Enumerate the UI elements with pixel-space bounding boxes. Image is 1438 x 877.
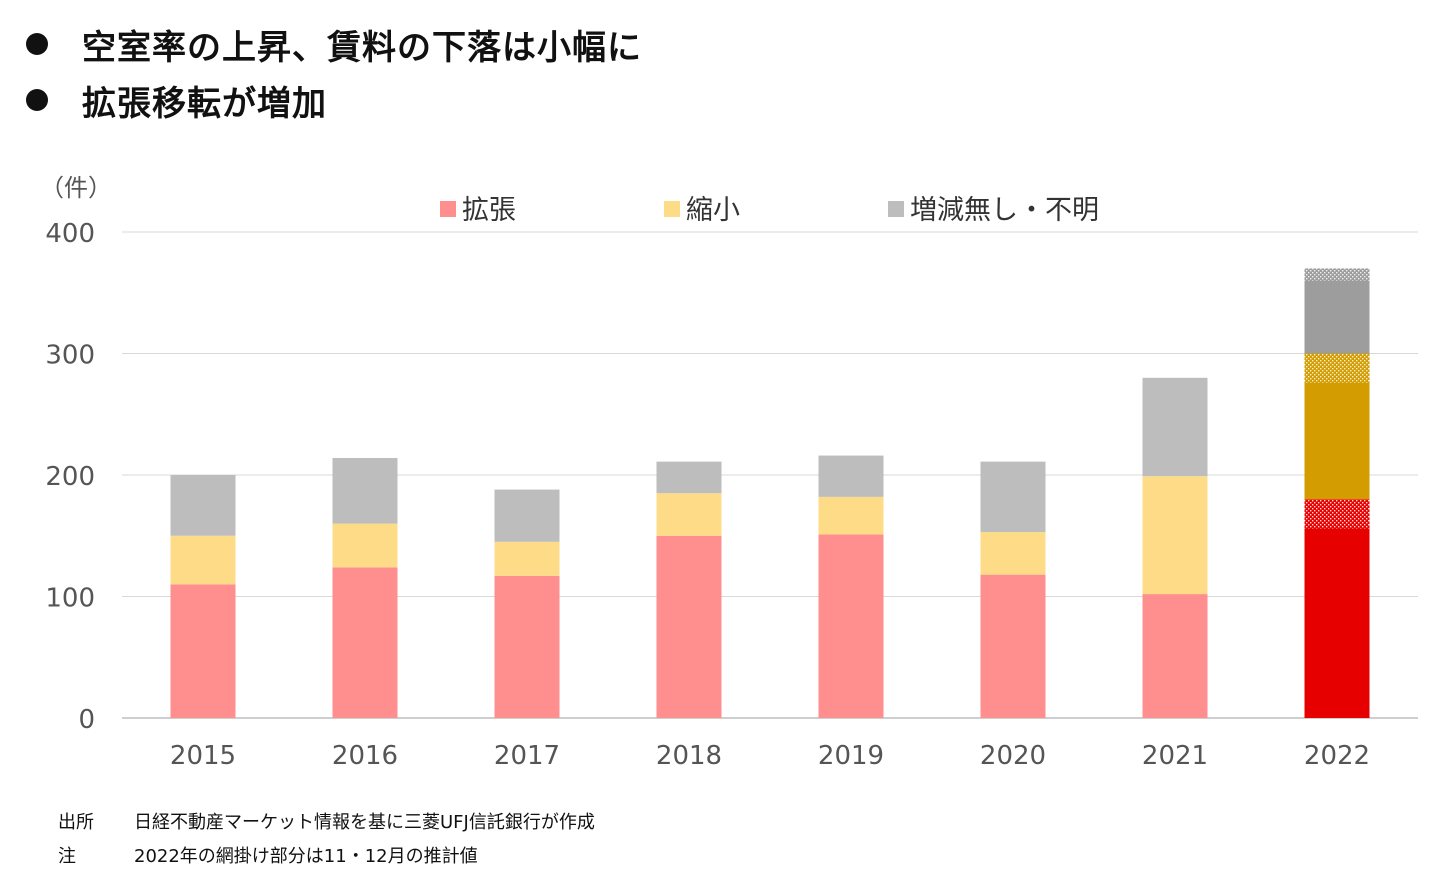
x-tick-label: 2020 [980,741,1046,771]
bar-増減無し・不明-2015 [170,475,236,536]
bar-縮小-2016 [332,523,398,568]
source-label: 出所 [58,812,94,833]
x-axis: 2015 2016 2017 2018 2019 2020 2021 2022 [170,741,1370,771]
legend-label: 縮小 [686,195,740,226]
bar-増減無し・不明-2019 [818,455,884,497]
y-tick-label: 300 [45,341,95,371]
bar-estimate-hatch-拡張 [1304,499,1370,529]
bar-拡張-2017 [494,575,560,718]
bar-縮小-2017 [494,541,560,576]
bar-縮小-2018 [656,493,722,536]
x-tick-label: 2018 [656,741,722,771]
bullet-list: 空室率の上昇、賃料の下落は小幅に 拡張移転が増加 [26,16,642,128]
legend-swatch-縮小 [664,201,680,217]
x-tick-label: 2016 [332,741,398,771]
x-tick-label: 2021 [1142,741,1208,771]
footnotes: 出所 日経不動産マーケット情報を基に三菱UFJ信託銀行が作成 注 2022年の網… [58,804,595,872]
bar-拡張-2018 [656,535,722,718]
bar-縮小-2021 [1142,476,1208,595]
bar-増減無し・不明-2017 [494,489,560,542]
bar-拡張-2015 [170,584,236,718]
bar-増減無し・不明-2018 [656,461,722,494]
bullet-dot-icon [26,33,48,55]
x-tick-label: 2015 [170,741,236,771]
bar-縮小-2015 [170,535,236,585]
legend-label: 増減無し・不明 [910,195,1099,226]
source-text: 日経不動産マーケット情報を基に三菱UFJ信託銀行が作成 [134,812,595,833]
note-text: 2022年の網掛け部分は11・12月の推計値 [134,846,478,867]
bar-増減無し・不明-2016 [332,457,398,524]
note-label: 注 [58,846,76,867]
bars [170,268,1370,718]
x-tick-label: 2019 [818,741,884,771]
legend-swatch-増減無し・不明 [888,201,904,217]
bar-縮小-2020 [980,532,1046,575]
x-tick-label: 2022 [1304,741,1370,771]
legend-label: 拡張 [462,195,516,226]
bar-拡張-2016 [332,567,398,718]
bullet-dot-icon [26,89,48,111]
legend-swatch-拡張 [440,201,456,217]
y-tick-label: 100 [45,584,95,614]
bullet-item: 拡張移転が増加 [26,72,642,128]
bar-縮小-2019 [818,496,884,535]
bullet-item: 空室率の上昇、賃料の下落は小幅に [26,16,642,72]
y-tick-label: 400 [45,219,95,249]
bullet-text: 拡張移転が増加 [82,83,327,124]
estimate-note: 注 2022年の網掛け部分は11・12月の推計値 [58,838,595,872]
y-tick-label: 200 [45,462,95,492]
y-unit-label: （件） [40,174,112,202]
bar-estimate-hatch-縮小 [1304,353,1370,383]
bar-拡張-2020 [980,574,1046,718]
bar-estimate-hatch-増減無し・不明 [1304,268,1370,281]
y-axis: 0 100 200 300 400 [45,219,95,735]
source-note: 出所 日経不動産マーケット情報を基に三菱UFJ信託銀行が作成 [58,804,595,838]
legend: 拡張 縮小 増減無し・不明 [440,195,1099,226]
bullet-text: 空室率の上昇、賃料の下落は小幅に [82,27,642,68]
bar-増減無し・不明-2020 [980,461,1046,533]
bar-拡張-2019 [818,534,884,718]
y-tick-label: 0 [78,705,95,735]
x-tick-label: 2017 [494,741,560,771]
bar-拡張-2022 [1304,499,1370,718]
bar-増減無し・不明-2021 [1142,377,1208,477]
gridlines [122,231,1418,719]
bar-増減無し・不明-2022 [1304,268,1370,354]
bar-拡張-2021 [1142,594,1208,718]
